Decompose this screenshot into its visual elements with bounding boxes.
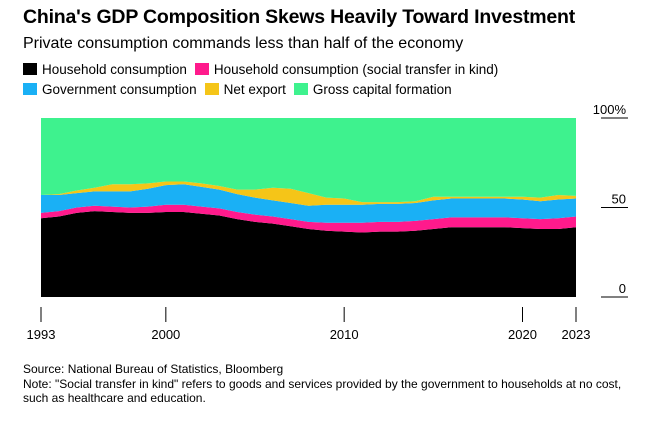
legend-label-household: Household consumption	[42, 61, 187, 77]
legend: Household consumption Household consumpt…	[23, 59, 643, 99]
legend-item-household: Household consumption	[23, 62, 187, 77]
area-series-0	[41, 211, 576, 297]
y-tick-label-50: 50	[612, 192, 626, 207]
y-tick-label-0: 0	[619, 281, 626, 296]
x-tick-label-2020: 2020	[508, 327, 537, 342]
stacked-area-chart: 0 50 100% 1993 2000 2010 2020 2023	[27, 102, 628, 342]
legend-item-capital-formation: Gross capital formation	[293, 81, 452, 97]
source-note: Source: National Bureau of Statistics, B…	[23, 362, 284, 376]
y-tick-label-100: 100%	[593, 102, 627, 117]
area-series-4	[41, 118, 576, 203]
legend-label-capital-formation: Gross capital formation	[312, 81, 452, 97]
legend-item-net-export: Net export	[204, 81, 286, 97]
legend-label-government: Government consumption	[42, 81, 197, 97]
legend-label-social-transfer: Household consumption (social transfer i…	[213, 61, 499, 77]
x-tick-label-2000: 2000	[151, 327, 180, 342]
legend-item-social-transfer: Household consumption (social transfer i…	[194, 61, 499, 77]
area-series-3	[41, 181, 576, 206]
legend-row-2: Government consumption Net export Gross …	[23, 79, 643, 99]
x-tick-label-1993: 1993	[27, 327, 56, 342]
area-series-2	[41, 184, 576, 223]
legend-label-net-export: Net export	[223, 81, 286, 97]
legend-swatch-household	[23, 63, 37, 75]
legend-swatch-social-transfer	[194, 63, 209, 75]
methodology-note: Note: "Social transfer in kind" refers t…	[23, 376, 622, 406]
legend-swatch-capital-formation	[293, 83, 308, 95]
area-series-1	[41, 204, 576, 233]
legend-swatch-net-export	[204, 83, 219, 95]
footer: Source: National Bureau of Statistics, B…	[23, 362, 648, 406]
x-tick-label-2010: 2010	[330, 327, 359, 342]
legend-row-1: Household consumption Household consumpt…	[23, 59, 643, 79]
legend-item-government: Government consumption	[23, 82, 197, 97]
x-tick-label-2023: 2023	[562, 327, 591, 342]
chart-title: China's GDP Composition Skews Heavily To…	[23, 6, 576, 28]
legend-swatch-government	[23, 83, 37, 95]
chart-subtitle: Private consumption commands less than h…	[23, 35, 464, 52]
